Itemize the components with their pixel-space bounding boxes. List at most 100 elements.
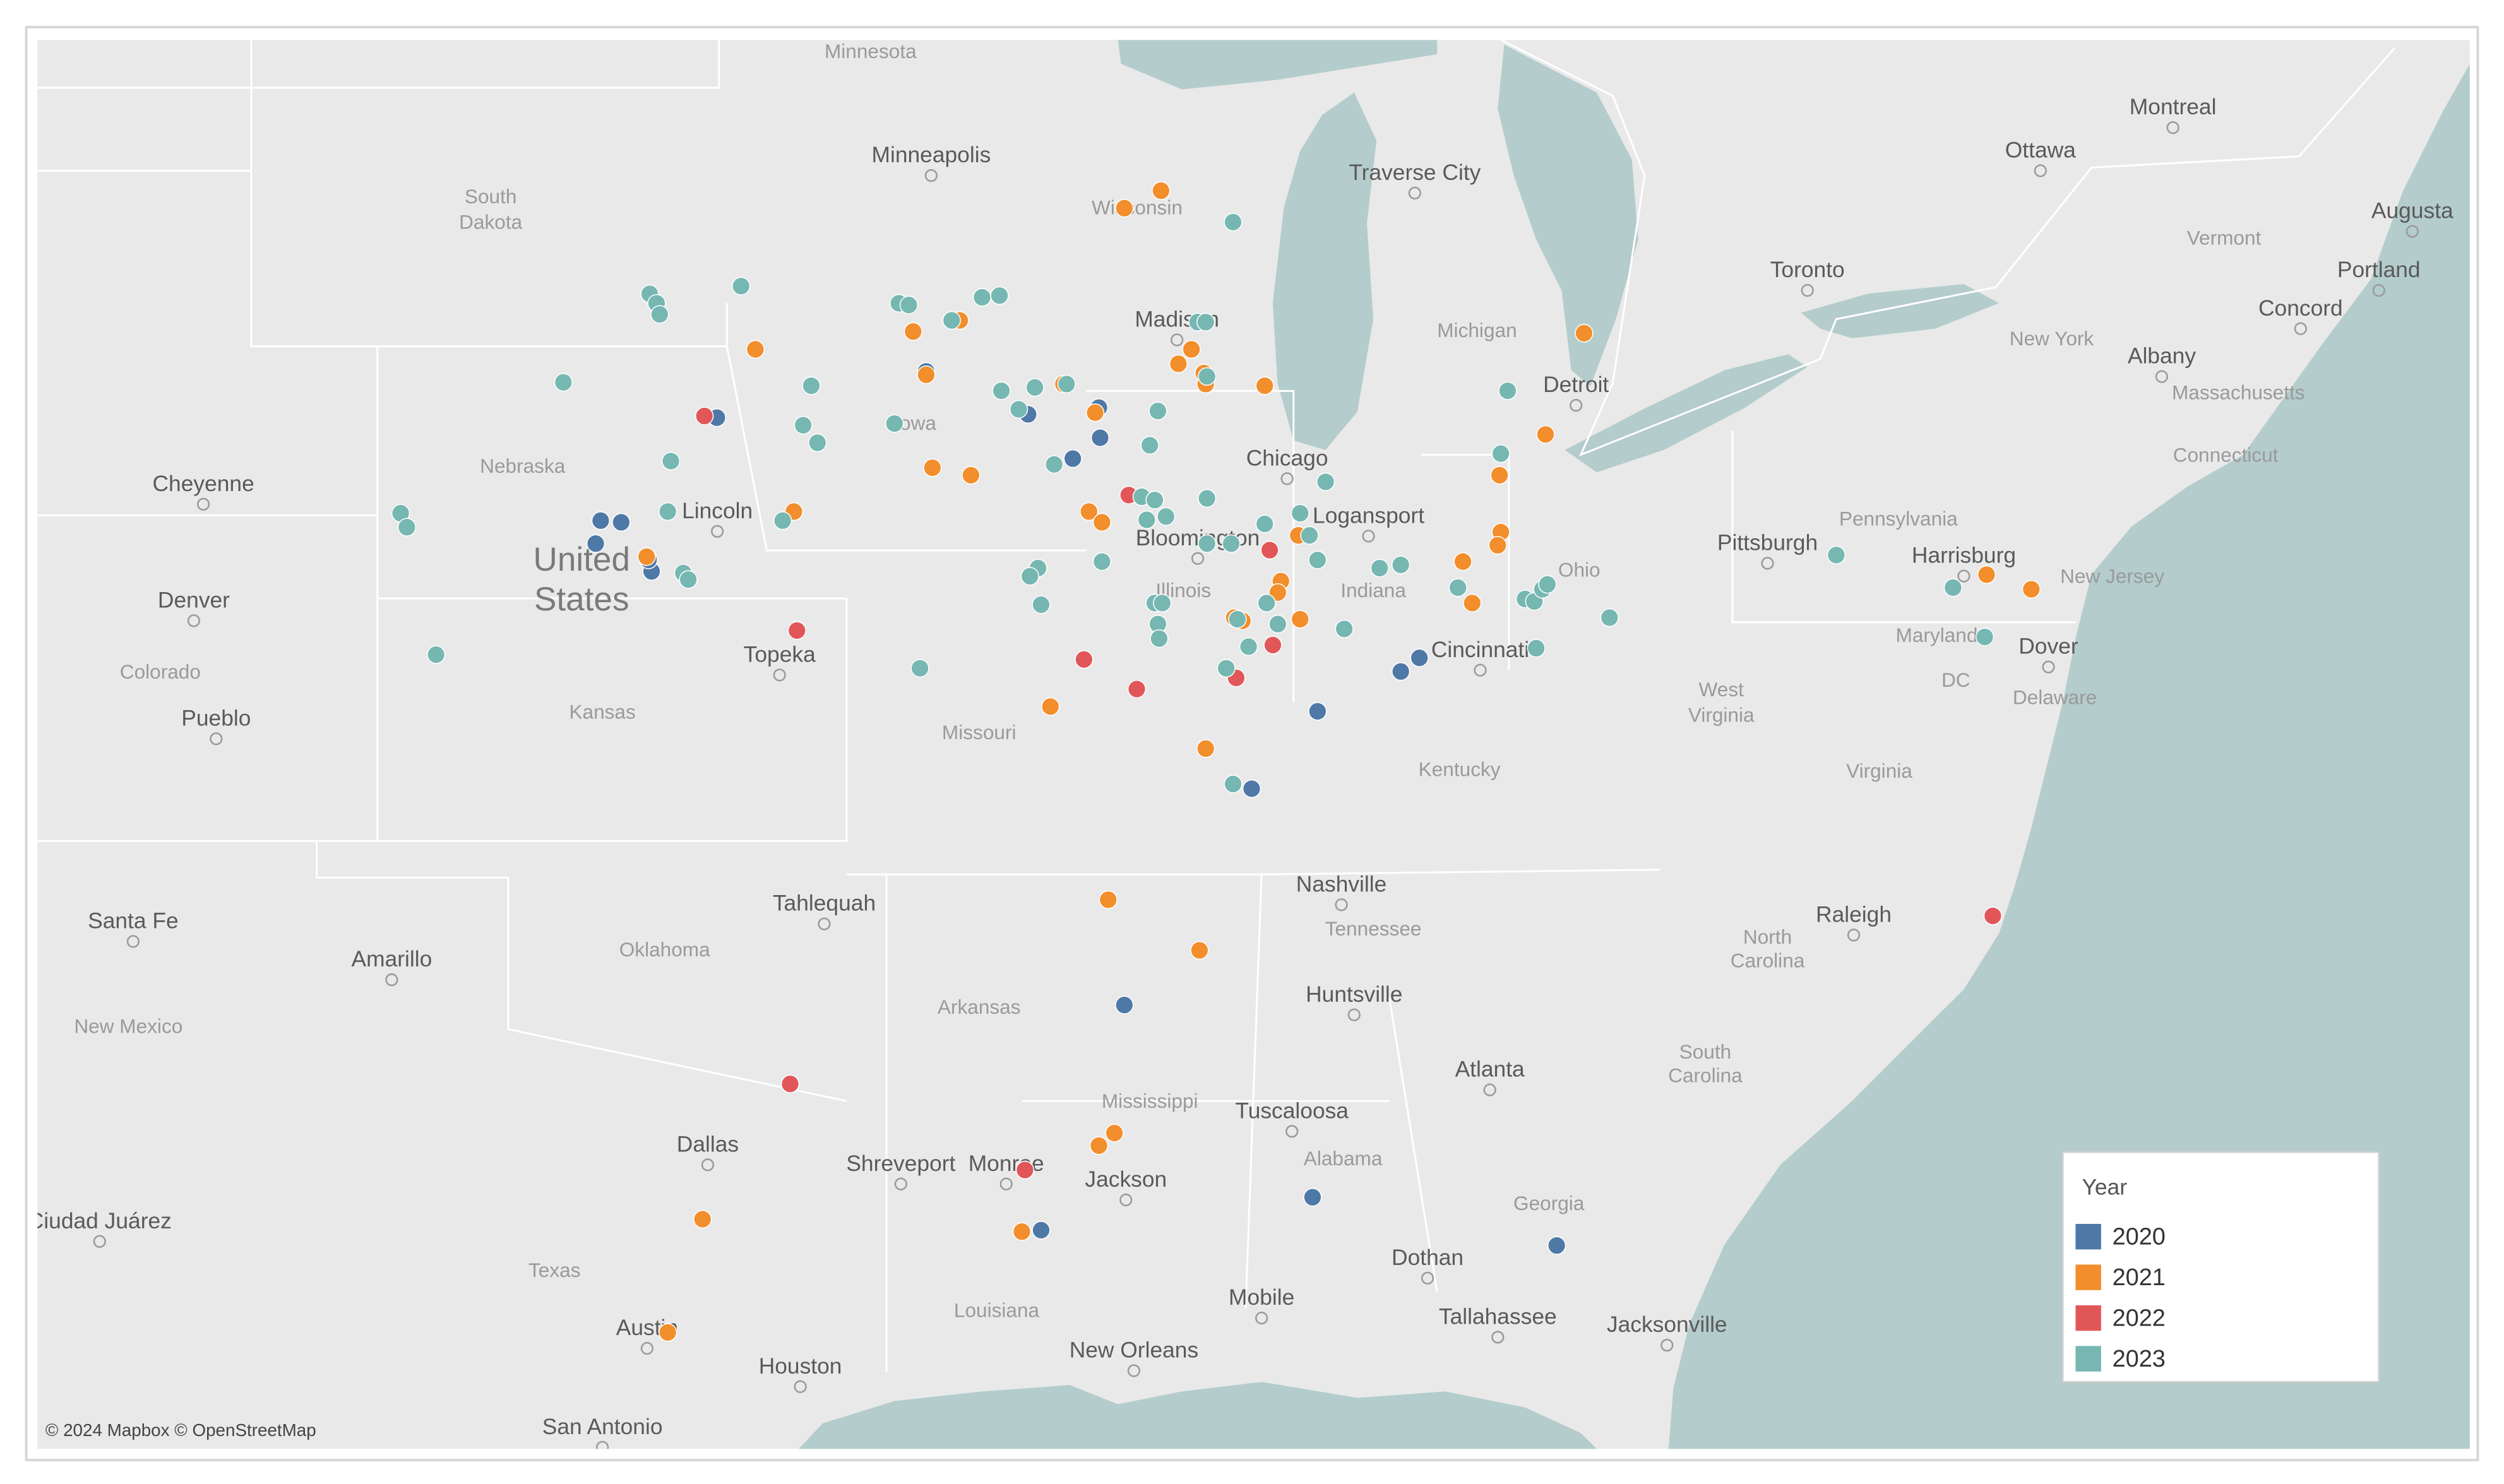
site-point [1300,526,1319,545]
site-point [1041,697,1060,716]
site-point [1150,629,1169,648]
site-point [1115,995,1134,1014]
city-label: Houston [759,1354,842,1379]
site-point [1089,1136,1109,1155]
city-label: Ciudad Juárez [28,1209,172,1233]
city-marker [1957,569,1970,583]
region-label: Delaware [2013,686,2097,709]
site-point [794,415,813,435]
city-marker [187,614,201,627]
lake-superior [1118,40,1438,90]
site-point [1547,1236,1566,1255]
legend-label: 2022 [2113,1305,2166,1332]
legend-swatch [2075,1305,2101,1331]
site-point [1536,425,1555,444]
region-label: Carolina [1668,1064,1743,1087]
site-point [1239,637,1258,656]
site-point [1153,593,1172,613]
city-marker [1483,1083,1496,1096]
legend-label: 2021 [2113,1264,2166,1291]
city-label: Ottawa [2005,138,2076,162]
city-marker [1347,1008,1361,1021]
city-marker [385,973,398,987]
site-point [650,305,669,324]
site-point [1491,444,1510,463]
region-label: South [1679,1040,1732,1063]
site-point [1575,324,1594,343]
site-point [1085,403,1105,422]
site-point [1137,510,1156,530]
gulf-of-mexico [799,1382,1597,1449]
legend-swatch [2075,1223,2101,1250]
site-point [903,322,922,341]
site-point [1032,1221,1051,1240]
city-label: Santa Fe [88,909,179,934]
city-marker [794,1380,807,1393]
site-point [990,286,1009,305]
site-point [659,502,677,521]
city-label: Raleigh [1816,902,1892,927]
map-area: MinnesotaMinneapolisSouthDakotaWisconsin… [28,40,2470,1449]
city-label: Tallahassee [1439,1304,1557,1329]
city-label: Portland [2337,258,2421,282]
city-marker [701,1158,715,1172]
site-point [942,311,961,330]
site-point [746,340,765,359]
atlantic-ocean [1668,64,2470,1449]
site-point [1152,181,1171,200]
city-label: Huntsville [1306,982,1402,1007]
city-label: Montreal [2130,95,2217,119]
site-point [1025,378,1044,397]
city-label: Denver [158,588,230,612]
site-point [427,645,446,664]
site-point [1140,436,1159,455]
region-label: Tennessee [1325,917,1422,940]
site-point [1198,534,1217,553]
region-label: Ohio [1558,558,1601,581]
site-point [1303,1188,1322,1207]
city-label: Detroit [1543,372,1609,397]
site-point [1983,906,2002,925]
city-marker [1474,663,1487,677]
site-point [732,276,751,295]
city-label: Nashville [1296,872,1387,896]
site-point [899,295,919,314]
city-marker [2166,121,2179,134]
city-marker [773,668,786,682]
site-point [1263,636,1282,655]
legend-items: 2020 2021 2022 2023 [2075,1223,2166,1372]
site-point [1222,534,1241,553]
region-label: DC [1941,668,1970,691]
city-marker [1127,1364,1141,1377]
city-label: Lincoln [682,499,753,523]
region-label: Louisiana [954,1298,1040,1321]
city-marker [924,169,938,182]
region-label: Oklahoma [619,938,710,961]
site-point [1370,559,1389,578]
city-marker [711,525,724,538]
region-label: New Mexico [74,1014,182,1037]
state-border [37,40,2076,1373]
site-point [1943,578,1963,597]
region-label: Virginia [1846,759,1912,782]
city-marker [1280,472,1294,485]
city-label: Chicago [1246,446,1328,470]
site-points [391,181,2041,1342]
site-point [962,466,981,485]
legend-swatch [2075,1346,2101,1372]
lake-michigan [1272,92,1377,450]
region-label: Wisconsin [1092,196,1183,219]
region-label: Kansas [569,700,635,723]
city-marker [1421,1271,1434,1285]
city-label: Jackson [1085,1167,1167,1192]
city-label: Concord [2258,296,2343,321]
site-point [1498,381,1517,400]
site-point [679,570,698,589]
site-point [1145,490,1164,509]
site-point [1392,662,1410,681]
water [799,40,2470,1449]
city-marker [2294,322,2307,335]
borders [37,40,2396,1373]
city-label: Pittsburgh [1717,530,1818,555]
